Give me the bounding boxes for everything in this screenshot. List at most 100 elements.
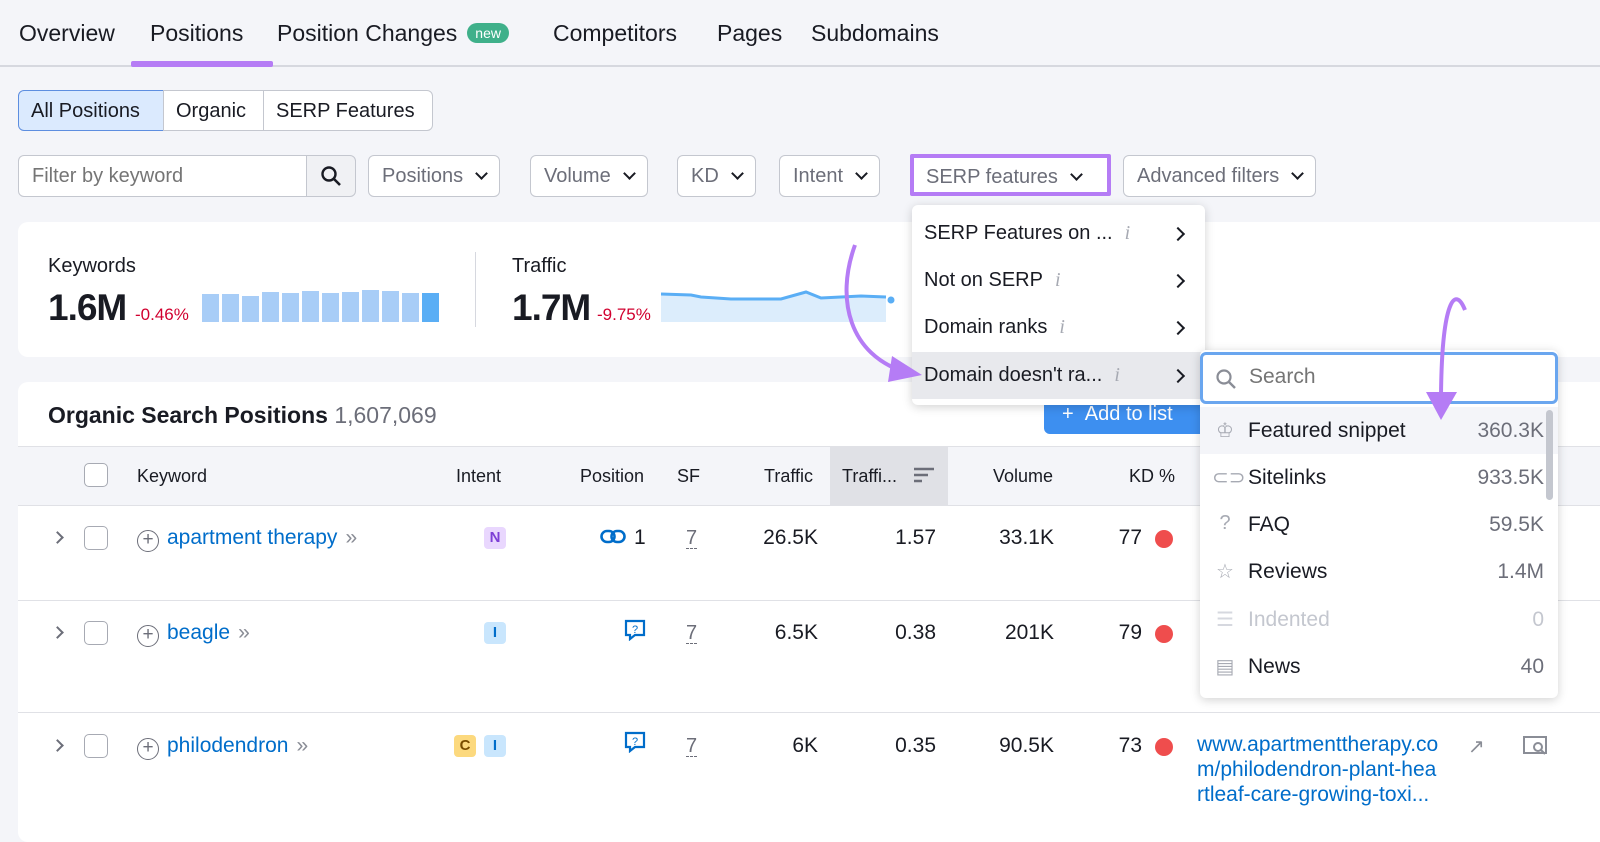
- chevron-right-icon: [1170, 273, 1186, 289]
- add-circle-icon[interactable]: +: [137, 530, 159, 552]
- keywords-label: Keywords: [48, 255, 136, 277]
- chevron-down-icon: [475, 167, 489, 180]
- header-intent[interactable]: Intent: [456, 466, 502, 486]
- sf-count[interactable]: 7: [686, 622, 698, 644]
- info-icon[interactable]: i: [1059, 316, 1065, 338]
- link-icon: ⊂⊃: [1212, 467, 1246, 489]
- traffic-value: 1.7M: [512, 287, 591, 328]
- submenu-item-featured-snippet[interactable]: ♔ Featured snippet 360.3K: [1200, 407, 1558, 454]
- intent-filter[interactable]: Intent: [779, 155, 881, 197]
- volume-filter[interactable]: Volume: [530, 155, 648, 197]
- label: Advanced filters: [1137, 165, 1280, 187]
- row-checkbox[interactable]: [84, 734, 108, 758]
- info-icon[interactable]: i: [1114, 364, 1120, 386]
- label: SERP features: [926, 166, 1058, 188]
- indented-icon: ☰: [1216, 609, 1234, 631]
- row-checkbox[interactable]: [84, 621, 108, 645]
- segment-all-positions[interactable]: All Positions: [18, 90, 164, 131]
- submenu-search[interactable]: [1200, 352, 1558, 404]
- header-position[interactable]: Position: [580, 466, 645, 486]
- keywords-delta: -0.46%: [135, 305, 189, 324]
- intent-badge: I: [484, 735, 506, 757]
- faq-serp-icon: ?: [624, 731, 646, 753]
- divider: [18, 505, 1600, 506]
- sf-count[interactable]: 7: [686, 735, 698, 757]
- tab-pages[interactable]: Pages: [717, 20, 783, 46]
- menu-item-serp-features-on[interactable]: SERP Features on ... i: [912, 210, 1205, 257]
- chevron-down-icon: [855, 167, 868, 180]
- label: Volume: [544, 165, 611, 187]
- submenu-item-news[interactable]: ▤ News 40: [1200, 643, 1558, 690]
- keyword-link[interactable]: + beagle»: [137, 621, 250, 647]
- search-button[interactable]: [306, 155, 356, 197]
- header-sf[interactable]: SF: [677, 466, 701, 486]
- header-volume[interactable]: Volume: [993, 466, 1054, 486]
- advanced-filters[interactable]: Advanced filters: [1123, 155, 1317, 197]
- url-link[interactable]: www.apartmenttherapy.co m/philodendron-pl…: [1197, 733, 1439, 806]
- traffic-delta: -9.75%: [597, 305, 651, 324]
- chevron-down-icon: [730, 167, 744, 180]
- volume-value: 201K: [1004, 621, 1054, 644]
- keyword-link[interactable]: + apartment therapy»: [137, 526, 357, 552]
- serp-features-filter[interactable]: SERP features: [910, 154, 1111, 196]
- keyword-link[interactable]: + philodendron»: [137, 734, 308, 760]
- menu-item-domain-ranks[interactable]: Domain ranks i: [912, 304, 1205, 351]
- sort-icon[interactable]: [914, 466, 934, 484]
- select-all-checkbox[interactable]: [84, 463, 108, 487]
- traffic-value: 6K: [792, 734, 818, 757]
- add-circle-icon[interactable]: +: [137, 625, 159, 647]
- external-link-icon[interactable]: ↗: [1468, 736, 1485, 758]
- submenu-item-reviews[interactable]: ☆ Reviews 1.4M: [1200, 548, 1558, 595]
- divider: [18, 600, 1600, 601]
- chevron-down-icon: [1070, 168, 1083, 181]
- header-kd[interactable]: KD %: [1129, 466, 1176, 486]
- submenu-item-sitelinks[interactable]: ⊂⊃ Sitelinks 933.5K: [1212, 466, 1544, 489]
- header-traffic-pct[interactable]: Traffi...: [842, 466, 898, 486]
- row-checkbox[interactable]: [84, 526, 108, 550]
- segment-organic[interactable]: Organic: [163, 90, 264, 131]
- tab-bar: Overview Positions Position Changes new C…: [0, 0, 1600, 67]
- kd-indicator-dot: [1155, 530, 1173, 548]
- tab-position-changes[interactable]: Position Changes new: [277, 20, 509, 47]
- kd-value: 73: [1118, 734, 1142, 757]
- chevron-right-icon: [1170, 226, 1186, 242]
- chevron-right-icon: [1170, 368, 1186, 384]
- sf-count[interactable]: 7: [686, 527, 698, 549]
- double-chevron-icon[interactable]: »: [238, 621, 250, 644]
- add-circle-icon[interactable]: +: [137, 738, 159, 760]
- info-icon[interactable]: i: [1124, 222, 1131, 244]
- traffic-value: 26.5K: [763, 526, 818, 549]
- new-badge: new: [467, 23, 509, 43]
- serp-preview-icon[interactable]: [1523, 736, 1549, 756]
- volume-value: 33.1K: [999, 526, 1054, 549]
- position-value: 1: [634, 526, 646, 549]
- header-traffic[interactable]: Traffic: [764, 466, 814, 486]
- scrollbar[interactable]: [1546, 410, 1553, 500]
- label: Positions: [382, 165, 464, 187]
- tab-positions[interactable]: Positions: [150, 20, 244, 46]
- tab-overview[interactable]: Overview: [19, 20, 115, 46]
- menu-item-domain-doesnt-rank[interactable]: Domain doesn't ra... i: [912, 352, 1205, 399]
- table-title: Organic Search Positions 1,607,069: [48, 402, 437, 428]
- keyword-filter-input[interactable]: [18, 155, 308, 197]
- divider: [475, 252, 476, 327]
- positions-filter[interactable]: Positions: [368, 155, 501, 197]
- double-chevron-icon[interactable]: »: [296, 734, 309, 757]
- traffic-label: Traffic: [512, 255, 567, 277]
- keywords-value: 1.6M: [48, 287, 127, 328]
- header-keyword[interactable]: Keyword: [137, 466, 208, 486]
- submenu-item-faq[interactable]: ? FAQ 59.5K: [1200, 501, 1558, 548]
- traffic-value: 6.5K: [774, 621, 818, 644]
- keywords-sparkline: [202, 290, 439, 322]
- segment-serp-features[interactable]: SERP Features: [263, 90, 433, 131]
- label: Intent: [793, 165, 844, 187]
- info-icon[interactable]: i: [1054, 269, 1061, 291]
- submenu-search-input[interactable]: [1249, 365, 1539, 389]
- double-chevron-icon[interactable]: »: [345, 526, 358, 549]
- tab-competitors[interactable]: Competitors: [553, 20, 677, 46]
- crown-icon: ♔: [1216, 420, 1234, 442]
- menu-item-not-on-serp[interactable]: Not on SERP i: [912, 257, 1205, 304]
- kd-filter[interactable]: KD: [677, 155, 756, 197]
- tab-subdomains[interactable]: Subdomains: [811, 20, 939, 46]
- search-icon: [321, 166, 341, 186]
